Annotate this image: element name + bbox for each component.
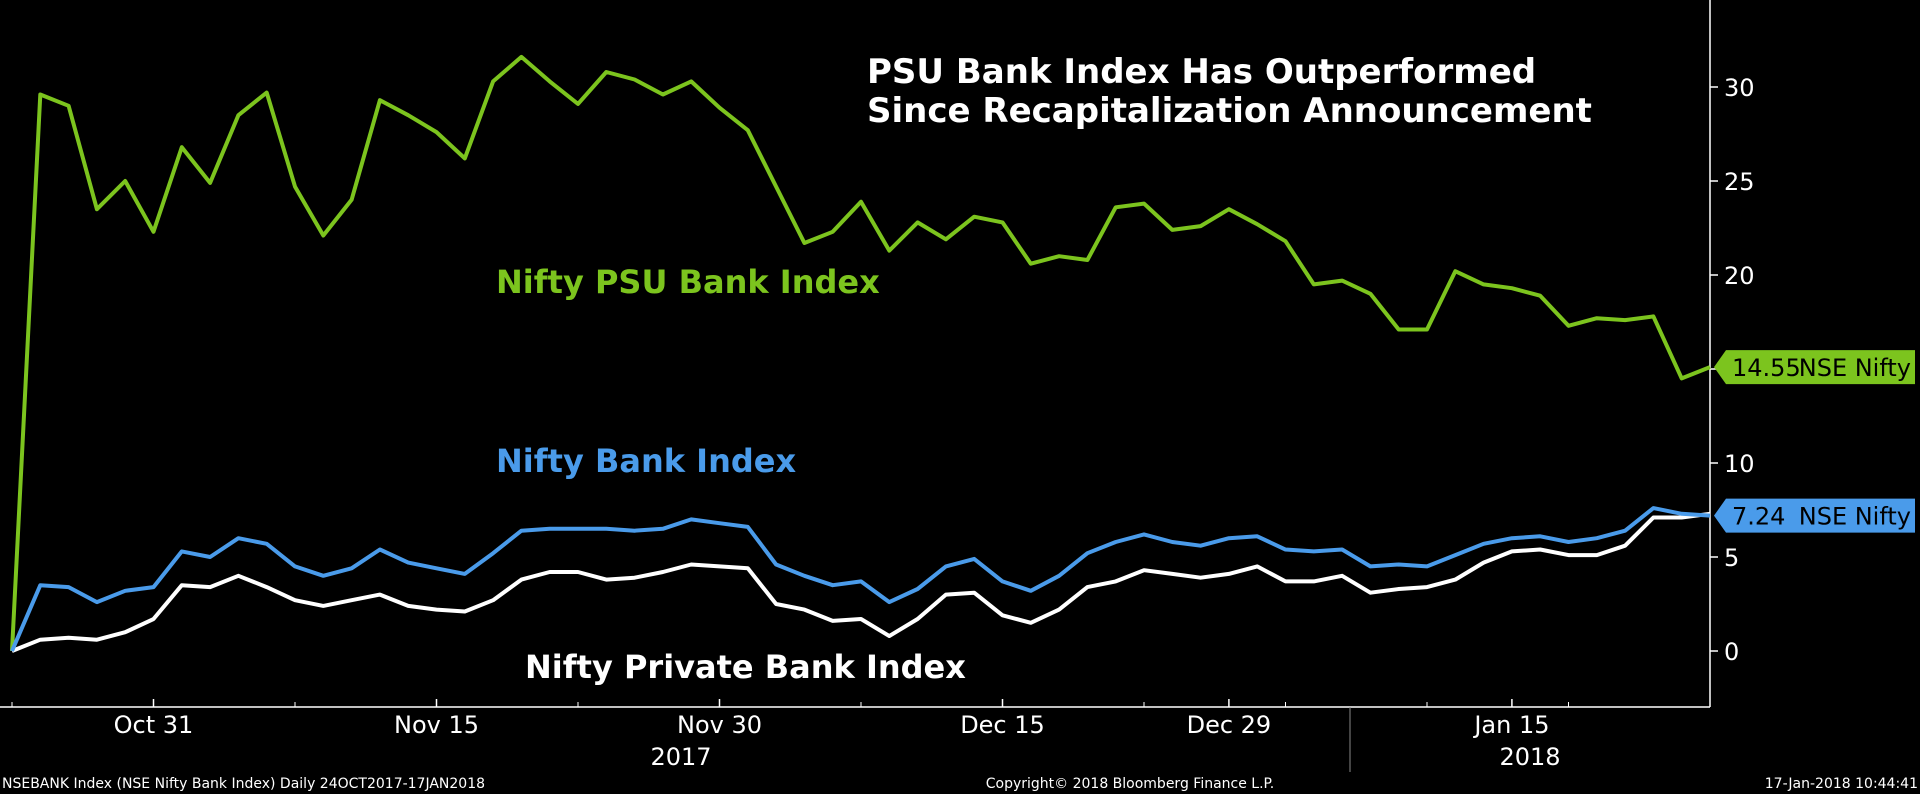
last-label-psu: NSE Nifty [1799, 354, 1911, 382]
year-label-2018: 2018 [1499, 743, 1560, 771]
series-line-bank [10, 506, 1711, 652]
footer-timestamp: 17-Jan-2018 10:44:41 [1765, 776, 1918, 792]
footer-copyright: Copyright© 2018 Bloomberg Finance L.P. [986, 776, 1275, 792]
year-label-2017: 2017 [650, 743, 711, 771]
y-tick-label: 5 [1724, 544, 1739, 572]
y-tick-label: 25 [1724, 168, 1755, 196]
chart-title-line-1: PSU Bank Index Has Outperformed [867, 52, 1536, 92]
chart-title-line-2: Since Recapitalization Announcement [867, 91, 1592, 131]
series-label-psu-bank: Nifty PSU Bank Index [496, 263, 880, 301]
series-label-bank: Nifty Bank Index [496, 442, 796, 480]
series-label-private-bank: Nifty Private Bank Index [525, 648, 966, 686]
series-line-psu-bank [10, 54, 1711, 652]
x-tick-label: Dec 29 [1187, 711, 1272, 739]
last-value-tag-bank: 7.24 NSE Nifty [1714, 498, 1915, 533]
x-tick-label: Jan 15 [1472, 711, 1549, 739]
y-tick-label: 30 [1724, 74, 1755, 102]
x-tick-label: Dec 15 [960, 711, 1045, 739]
last-value-tag-psu-shape [1714, 350, 1915, 385]
series-line-private-bank [11, 511, 1711, 653]
series-lines [10, 54, 1711, 653]
last-value-bank: 7.24 [1732, 503, 1785, 531]
x-tick-label: Nov 15 [394, 711, 479, 739]
y-tick-label: 20 [1724, 262, 1755, 290]
x-axis-minor-ticks [11, 702, 1711, 707]
x-tick-label: Oct 31 [114, 711, 194, 739]
last-value-tag-bank-shape [1714, 498, 1915, 533]
last-label-bank: NSE Nifty [1799, 503, 1911, 531]
last-value-tag-psu: 14.55 NSE Nifty [1714, 350, 1915, 385]
y-tick-label: 0 [1724, 638, 1739, 666]
footer-security-info: NSEBANK Index (NSE Nifty Bank Index) Dai… [2, 776, 485, 792]
last-value-psu: 14.55 [1732, 354, 1801, 382]
x-axis-ticks: Oct 31 Nov 15 Nov 30 Dec 15 Dec 29 Jan 15 [114, 699, 1549, 739]
x-tick-label: Nov 30 [677, 711, 762, 739]
y-tick-label: 10 [1724, 450, 1755, 478]
